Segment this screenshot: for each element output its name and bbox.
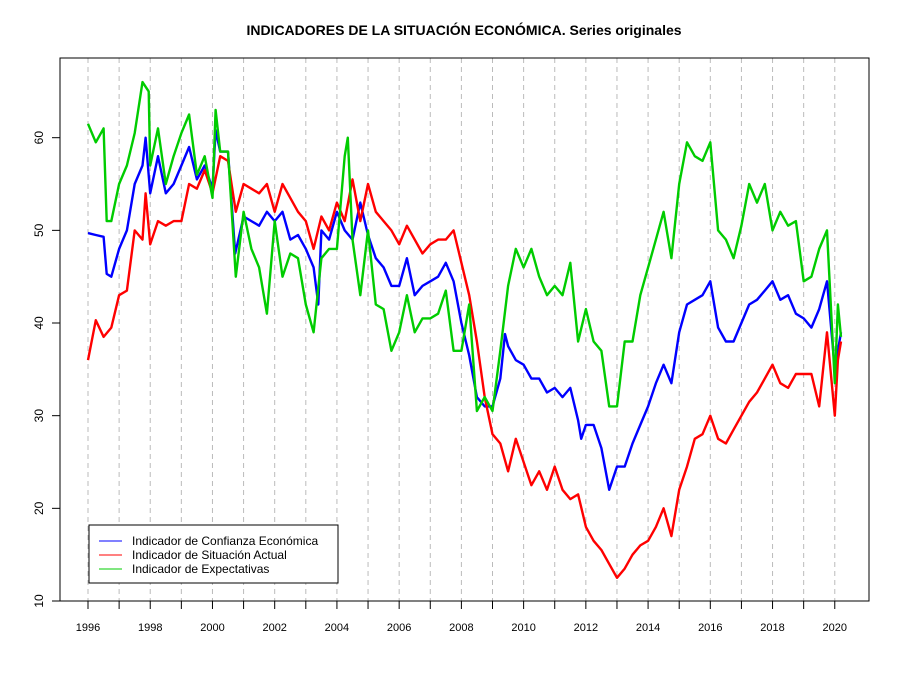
y-tick-label: 30 xyxy=(32,409,46,423)
x-tick-label: 2006 xyxy=(387,622,411,634)
y-tick-label: 50 xyxy=(32,223,46,237)
x-axis: 1996 1998 2000 2002 2004 2006 2008 2010 2012 2014… xyxy=(76,600,847,634)
legend-box xyxy=(88,524,339,584)
series-line-1 xyxy=(87,129,843,491)
x-tick-label: 2004 xyxy=(325,622,349,634)
x-tick-label: 2020 xyxy=(823,622,847,634)
legend: Indicador de Confianza Económica Indicad… xyxy=(88,524,339,584)
legend-label-confianza: Indicador de Confianza Económica xyxy=(132,534,318,548)
chart-title: INDICADORES DE LA SITUACIÓN ECONÓMICA. S… xyxy=(246,21,681,38)
x-tick-label: 2012 xyxy=(574,622,598,634)
y-tick-label: 40 xyxy=(32,316,46,330)
x-tick-label: 2014 xyxy=(636,622,660,634)
y-tick-label: 20 xyxy=(32,501,46,515)
series-line-3 xyxy=(86,80,843,413)
series-line-2 xyxy=(86,154,843,579)
year-gridlines xyxy=(87,58,836,601)
x-tick-label: 1996 xyxy=(76,622,100,634)
x-tick-label: 2018 xyxy=(760,622,784,634)
series-lines xyxy=(86,80,843,579)
x-tick-label: 2010 xyxy=(511,622,535,634)
y-tick-label: 10 xyxy=(32,594,46,608)
x-tick-label: 2008 xyxy=(449,622,473,634)
legend-label-expectativas: Indicador de Expectativas xyxy=(132,562,269,576)
x-tick-label: 2002 xyxy=(262,622,286,634)
x-tick-label: 2000 xyxy=(200,622,224,634)
y-tick-label: 60 xyxy=(32,131,46,145)
legend-label-actual: Indicador de Situación Actual xyxy=(132,548,287,562)
x-tick-label: 1998 xyxy=(138,622,162,634)
x-tick-label: 2016 xyxy=(698,622,722,634)
y-axis: 10 20 30 40 50 60 xyxy=(32,131,61,608)
